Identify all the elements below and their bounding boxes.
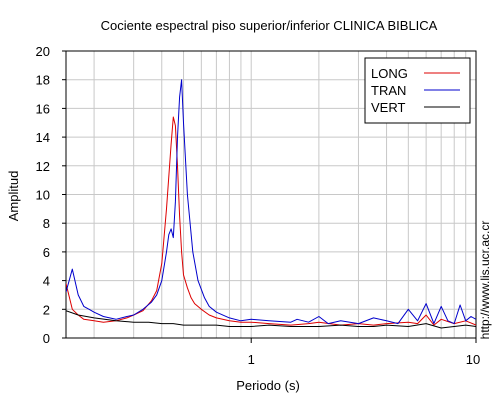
legend-label-long: LONG	[371, 66, 408, 81]
y-tick-label: 6	[43, 245, 50, 260]
series-line-vert	[66, 310, 476, 329]
y-tick-label: 18	[36, 73, 50, 88]
y-tick-label: 0	[43, 331, 50, 346]
y-axis-ticks: 0 2 4 6 8 10 12 14 16 18 20	[36, 44, 66, 346]
legend: LONG TRAN VERT	[364, 57, 471, 124]
credit-url: http://www.lis.ucr.ac.cr	[478, 221, 492, 340]
series-lines	[66, 79, 476, 329]
series-line-tran	[66, 79, 476, 325]
x-tick-label: 1	[248, 352, 255, 367]
chart-title: Cociente espectral piso superior/inferio…	[101, 18, 438, 33]
legend-label-vert: VERT	[371, 100, 405, 115]
y-tick-label: 2	[43, 302, 50, 317]
x-axis-ticks: 1 10	[248, 338, 480, 367]
x-tick-label: 10	[466, 352, 480, 367]
y-tick-label: 4	[43, 274, 50, 289]
y-tick-label: 14	[36, 130, 50, 145]
y-tick-label: 12	[36, 159, 50, 174]
x-axis-label: Periodo (s)	[236, 378, 300, 393]
series-line-long	[66, 116, 476, 326]
legend-label-tran: TRAN	[371, 83, 406, 98]
y-axis-label: Amplitud	[6, 171, 21, 222]
y-tick-label: 20	[36, 44, 50, 59]
y-tick-label: 16	[36, 101, 50, 116]
y-tick-label: 8	[43, 216, 50, 231]
y-tick-label: 10	[36, 188, 50, 203]
